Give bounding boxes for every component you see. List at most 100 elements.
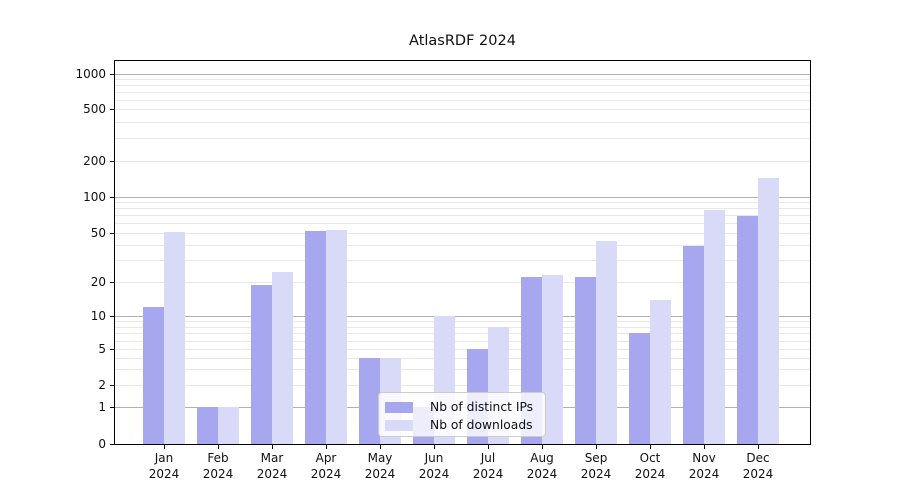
- bar-distinct-ips-mar: [251, 285, 272, 444]
- y-tick-mark: [110, 232, 115, 234]
- bar-downloads-apr: [326, 230, 347, 444]
- plot-area: [115, 61, 810, 444]
- legend-label-distinct-ips: Nb of distinct IPs: [430, 400, 534, 414]
- gridline-minor: [115, 202, 810, 204]
- chart-title: AtlasRDF 2024: [409, 33, 516, 49]
- gridline-minor: [115, 321, 810, 323]
- bar-distinct-ips-sep: [575, 277, 596, 444]
- y-tick-label: 50: [90, 225, 106, 240]
- gridline-minor: [115, 260, 810, 262]
- y-tick-label: 100: [83, 189, 106, 204]
- x-tick-mark: [542, 445, 543, 449]
- y-tick-mark: [110, 196, 115, 198]
- bar-downloads-sep: [596, 241, 617, 444]
- x-tick-mark: [326, 445, 327, 449]
- gridline-minor: [115, 349, 810, 351]
- x-tick-label: Jun 2024: [418, 451, 450, 481]
- bar-distinct-ips-apr: [305, 231, 326, 444]
- gridline-minor: [115, 121, 810, 123]
- x-tick-label: Apr 2024: [310, 451, 342, 481]
- bar-distinct-ips-feb: [197, 407, 218, 444]
- legend-item-distinct-ips: Nb of distinct IPs: [385, 398, 537, 416]
- x-tick-mark: [380, 445, 381, 449]
- bar-downloads-nov: [704, 210, 725, 444]
- bar-downloads-feb: [218, 407, 239, 444]
- x-tick-label: May 2024: [364, 451, 396, 481]
- x-tick-label: Nov 2024: [688, 451, 720, 481]
- gridline-minor: [115, 138, 810, 140]
- y-tick-label: 500: [83, 102, 106, 117]
- y-tick-mark: [110, 385, 115, 387]
- gridline-minor: [115, 340, 810, 342]
- gridline-minor: [115, 79, 810, 81]
- y-tick-mark: [110, 161, 115, 162]
- gridline-minor: [115, 100, 810, 102]
- y-tick-mark: [110, 349, 115, 351]
- x-tick-label: Jul 2024: [472, 451, 504, 481]
- legend-label-downloads: Nb of downloads: [430, 418, 533, 432]
- gridline-major: [115, 196, 810, 198]
- x-tick-label: Dec 2024: [742, 451, 774, 481]
- y-tick-mark: [110, 282, 115, 284]
- x-tick-mark: [650, 445, 651, 449]
- bar-distinct-ips-dec: [737, 216, 758, 444]
- y-tick-mark: [110, 316, 115, 317]
- legend-item-downloads: Nb of downloads: [385, 416, 537, 434]
- x-tick-mark: [164, 445, 165, 449]
- gridline-minor: [115, 333, 810, 335]
- y-tick-label: 1: [98, 400, 106, 415]
- x-tick-mark: [758, 445, 759, 449]
- bar-distinct-ips-may: [359, 358, 380, 444]
- x-tick-mark: [596, 445, 597, 449]
- x-tick-mark: [272, 445, 273, 449]
- bar-downloads-jan: [164, 232, 185, 444]
- legend-swatch-downloads-icon: [385, 419, 413, 431]
- gridline-minor: [115, 161, 810, 162]
- bar-downloads-aug: [542, 275, 563, 444]
- x-tick-label: Jan 2024: [148, 451, 180, 481]
- gridline-minor: [115, 92, 810, 94]
- x-tick-mark: [704, 445, 705, 449]
- y-tick-label: 2: [98, 378, 106, 393]
- gridline-minor: [115, 369, 810, 371]
- bar-distinct-ips-jan: [143, 307, 164, 444]
- y-tick-label: 20: [90, 275, 106, 290]
- x-tick-mark: [488, 445, 489, 449]
- gridline-minor: [115, 385, 810, 387]
- gridline-minor: [115, 208, 810, 210]
- gridline-minor: [115, 282, 810, 284]
- bar-distinct-ips-nov: [683, 246, 704, 444]
- x-tick-label: Feb 2024: [202, 451, 234, 481]
- bar-downloads-oct: [650, 300, 671, 444]
- legend-swatch-distinct-ips-icon: [385, 401, 413, 413]
- gridline-minor: [115, 109, 810, 111]
- y-tick-label: 5: [98, 342, 106, 357]
- bar-downloads-mar: [272, 272, 293, 444]
- gridline-minor: [115, 85, 810, 87]
- gridline-minor: [115, 244, 810, 246]
- y-tick-label: 10: [90, 309, 106, 323]
- x-tick-label: Mar 2024: [256, 451, 288, 481]
- y-tick-mark: [110, 74, 115, 76]
- x-tick-mark: [434, 445, 435, 449]
- bar-distinct-ips-oct: [629, 333, 650, 444]
- y-tick-label: 200: [83, 154, 106, 168]
- y-tick-mark: [110, 109, 115, 111]
- gridline-major: [115, 74, 810, 76]
- y-tick-label: 0: [98, 437, 106, 451]
- y-tick-label: 1000: [75, 67, 106, 82]
- gridline-minor: [115, 358, 810, 359]
- y-tick-mark: [110, 407, 115, 409]
- gridline-major: [115, 316, 810, 317]
- y-tick-mark: [110, 444, 115, 445]
- gridline-minor: [115, 326, 810, 328]
- gridline-minor: [115, 223, 810, 225]
- legend: Nb of distinct IPs Nb of downloads: [378, 392, 546, 437]
- x-tick-mark: [218, 445, 219, 449]
- x-tick-label: Aug 2024: [526, 451, 558, 481]
- bar-downloads-dec: [758, 178, 779, 444]
- x-tick-label: Sep 2024: [580, 451, 612, 481]
- gridline-minor: [115, 232, 810, 234]
- x-tick-label: Oct 2024: [634, 451, 666, 481]
